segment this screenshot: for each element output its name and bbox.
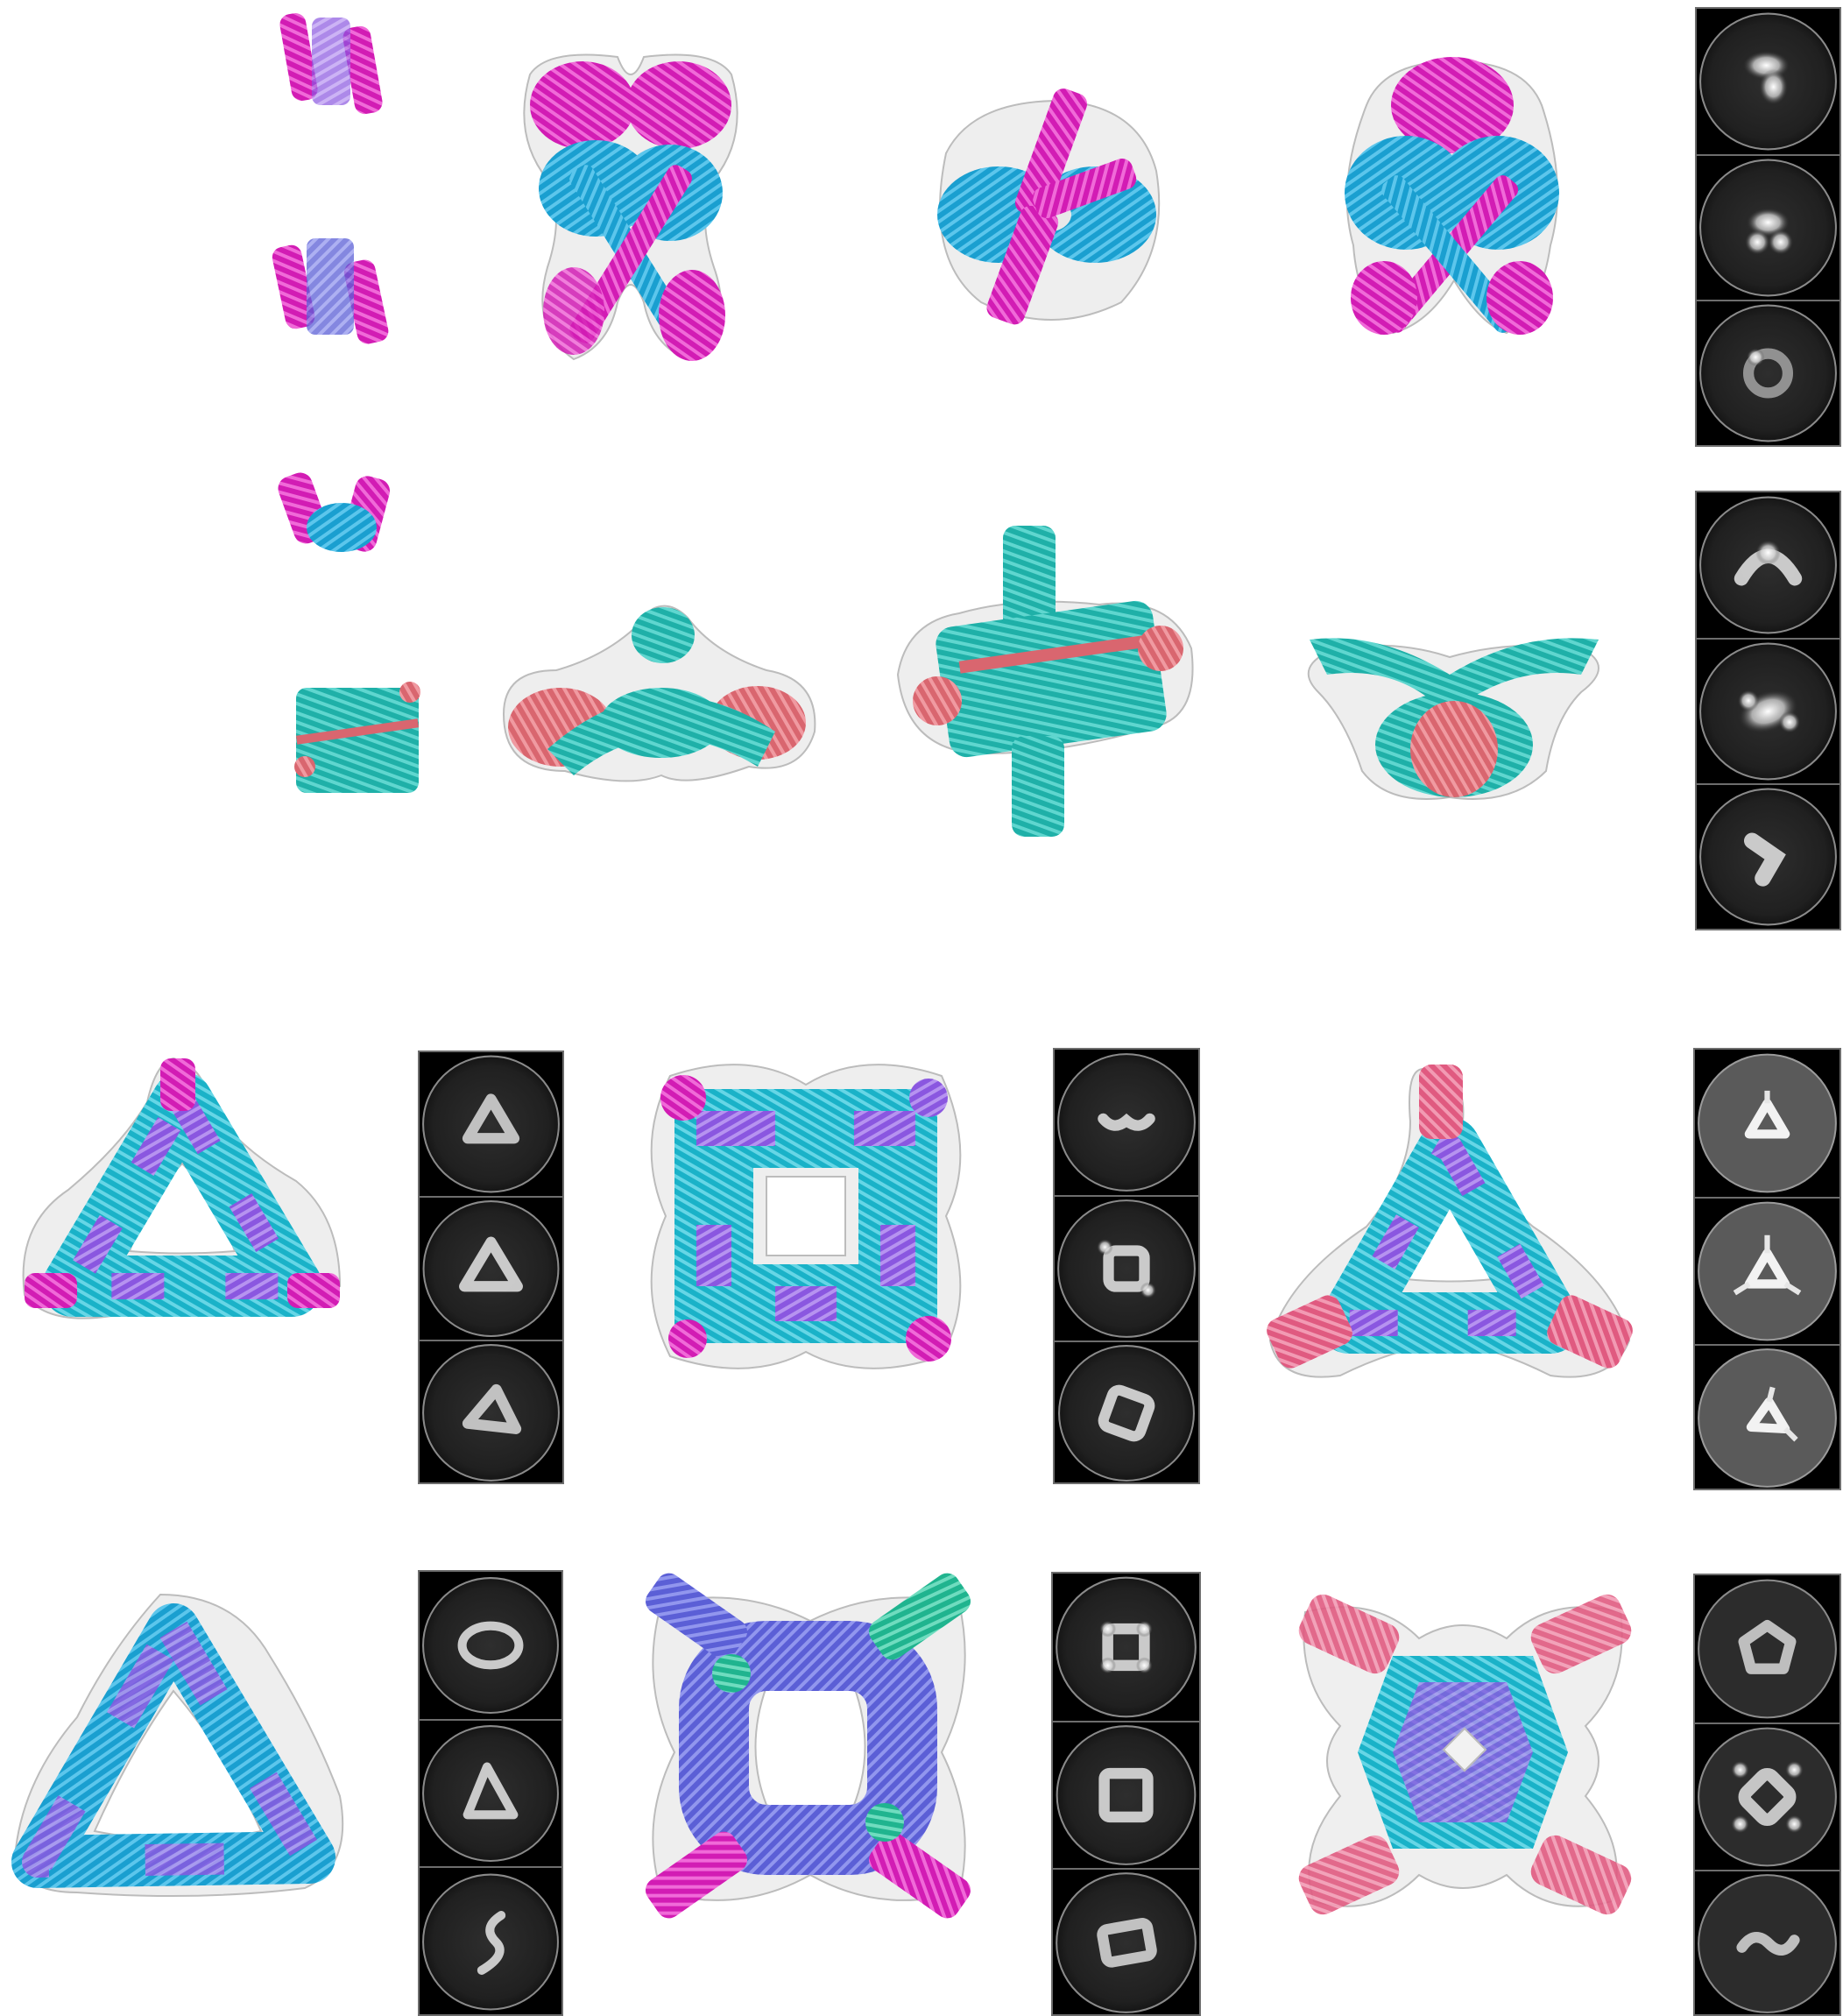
- triangular-ring-assembly-a: [16, 1050, 349, 1352]
- heterodimer-density-top: [1292, 622, 1616, 806]
- square-ring-with-arms: [635, 1573, 981, 1919]
- class-average-image: [420, 1866, 561, 2016]
- class-average-image: [1053, 1868, 1199, 2016]
- class-average-image: [1695, 1344, 1839, 1490]
- class-average-image: [1695, 1575, 1839, 1722]
- class-average-image: [1053, 1721, 1199, 1868]
- x-dimer-thumbnail-bottom: [272, 230, 389, 361]
- heterodimer-thumbnail-bottom: [287, 670, 427, 810]
- class-average-image: [1697, 300, 1839, 445]
- class-average-strip: [418, 1570, 563, 2016]
- class-average-image: [420, 1052, 562, 1196]
- x-dimer-density-top: [920, 83, 1169, 329]
- class-average-image: [1053, 1574, 1199, 1721]
- class-average-image: [1055, 1340, 1198, 1484]
- class-average-strip: [1051, 1572, 1201, 2016]
- class-average-image: [1055, 1195, 1198, 1340]
- class-average-strip: [1053, 1048, 1200, 1484]
- large-triangle-ring: [7, 1586, 353, 1919]
- class-average-strip: [418, 1050, 564, 1484]
- class-average-strip: [1695, 7, 1841, 447]
- class-average-image: [1055, 1050, 1198, 1195]
- class-average-strip: [1695, 491, 1841, 930]
- class-average-image: [1695, 1197, 1839, 1344]
- class-average-image: [420, 1719, 561, 1866]
- class-average-image: [1697, 154, 1839, 300]
- class-average-image: [1695, 1050, 1839, 1197]
- class-average-image: [1695, 1722, 1839, 1870]
- class-average-image: [1697, 783, 1839, 929]
- class-average-strip: [1693, 1048, 1841, 1490]
- class-average-image: [1697, 492, 1839, 638]
- x-dimer-density-side: [1331, 44, 1572, 350]
- square-ring-assembly-a: [635, 1050, 977, 1383]
- class-average-image: [1695, 1870, 1839, 2016]
- class-average-image: [1697, 9, 1839, 154]
- pinwheel-assembly: [1288, 1586, 1638, 1923]
- x-dimer-thumbnail-top: [279, 4, 384, 123]
- class-average-image: [420, 1340, 562, 1484]
- three-arm-triangle-assembly: [1261, 1060, 1638, 1389]
- heterodimer-density-side: [889, 517, 1204, 845]
- heterodimer-thumbnail-top: [278, 457, 391, 571]
- class-average-image: [420, 1196, 562, 1340]
- class-average-image: [420, 1572, 561, 1719]
- x-dimer-density-front: [512, 39, 749, 368]
- class-average-strip: [1693, 1574, 1841, 2016]
- heterodimer-density-front: [495, 600, 819, 789]
- class-average-image: [1697, 638, 1839, 783]
